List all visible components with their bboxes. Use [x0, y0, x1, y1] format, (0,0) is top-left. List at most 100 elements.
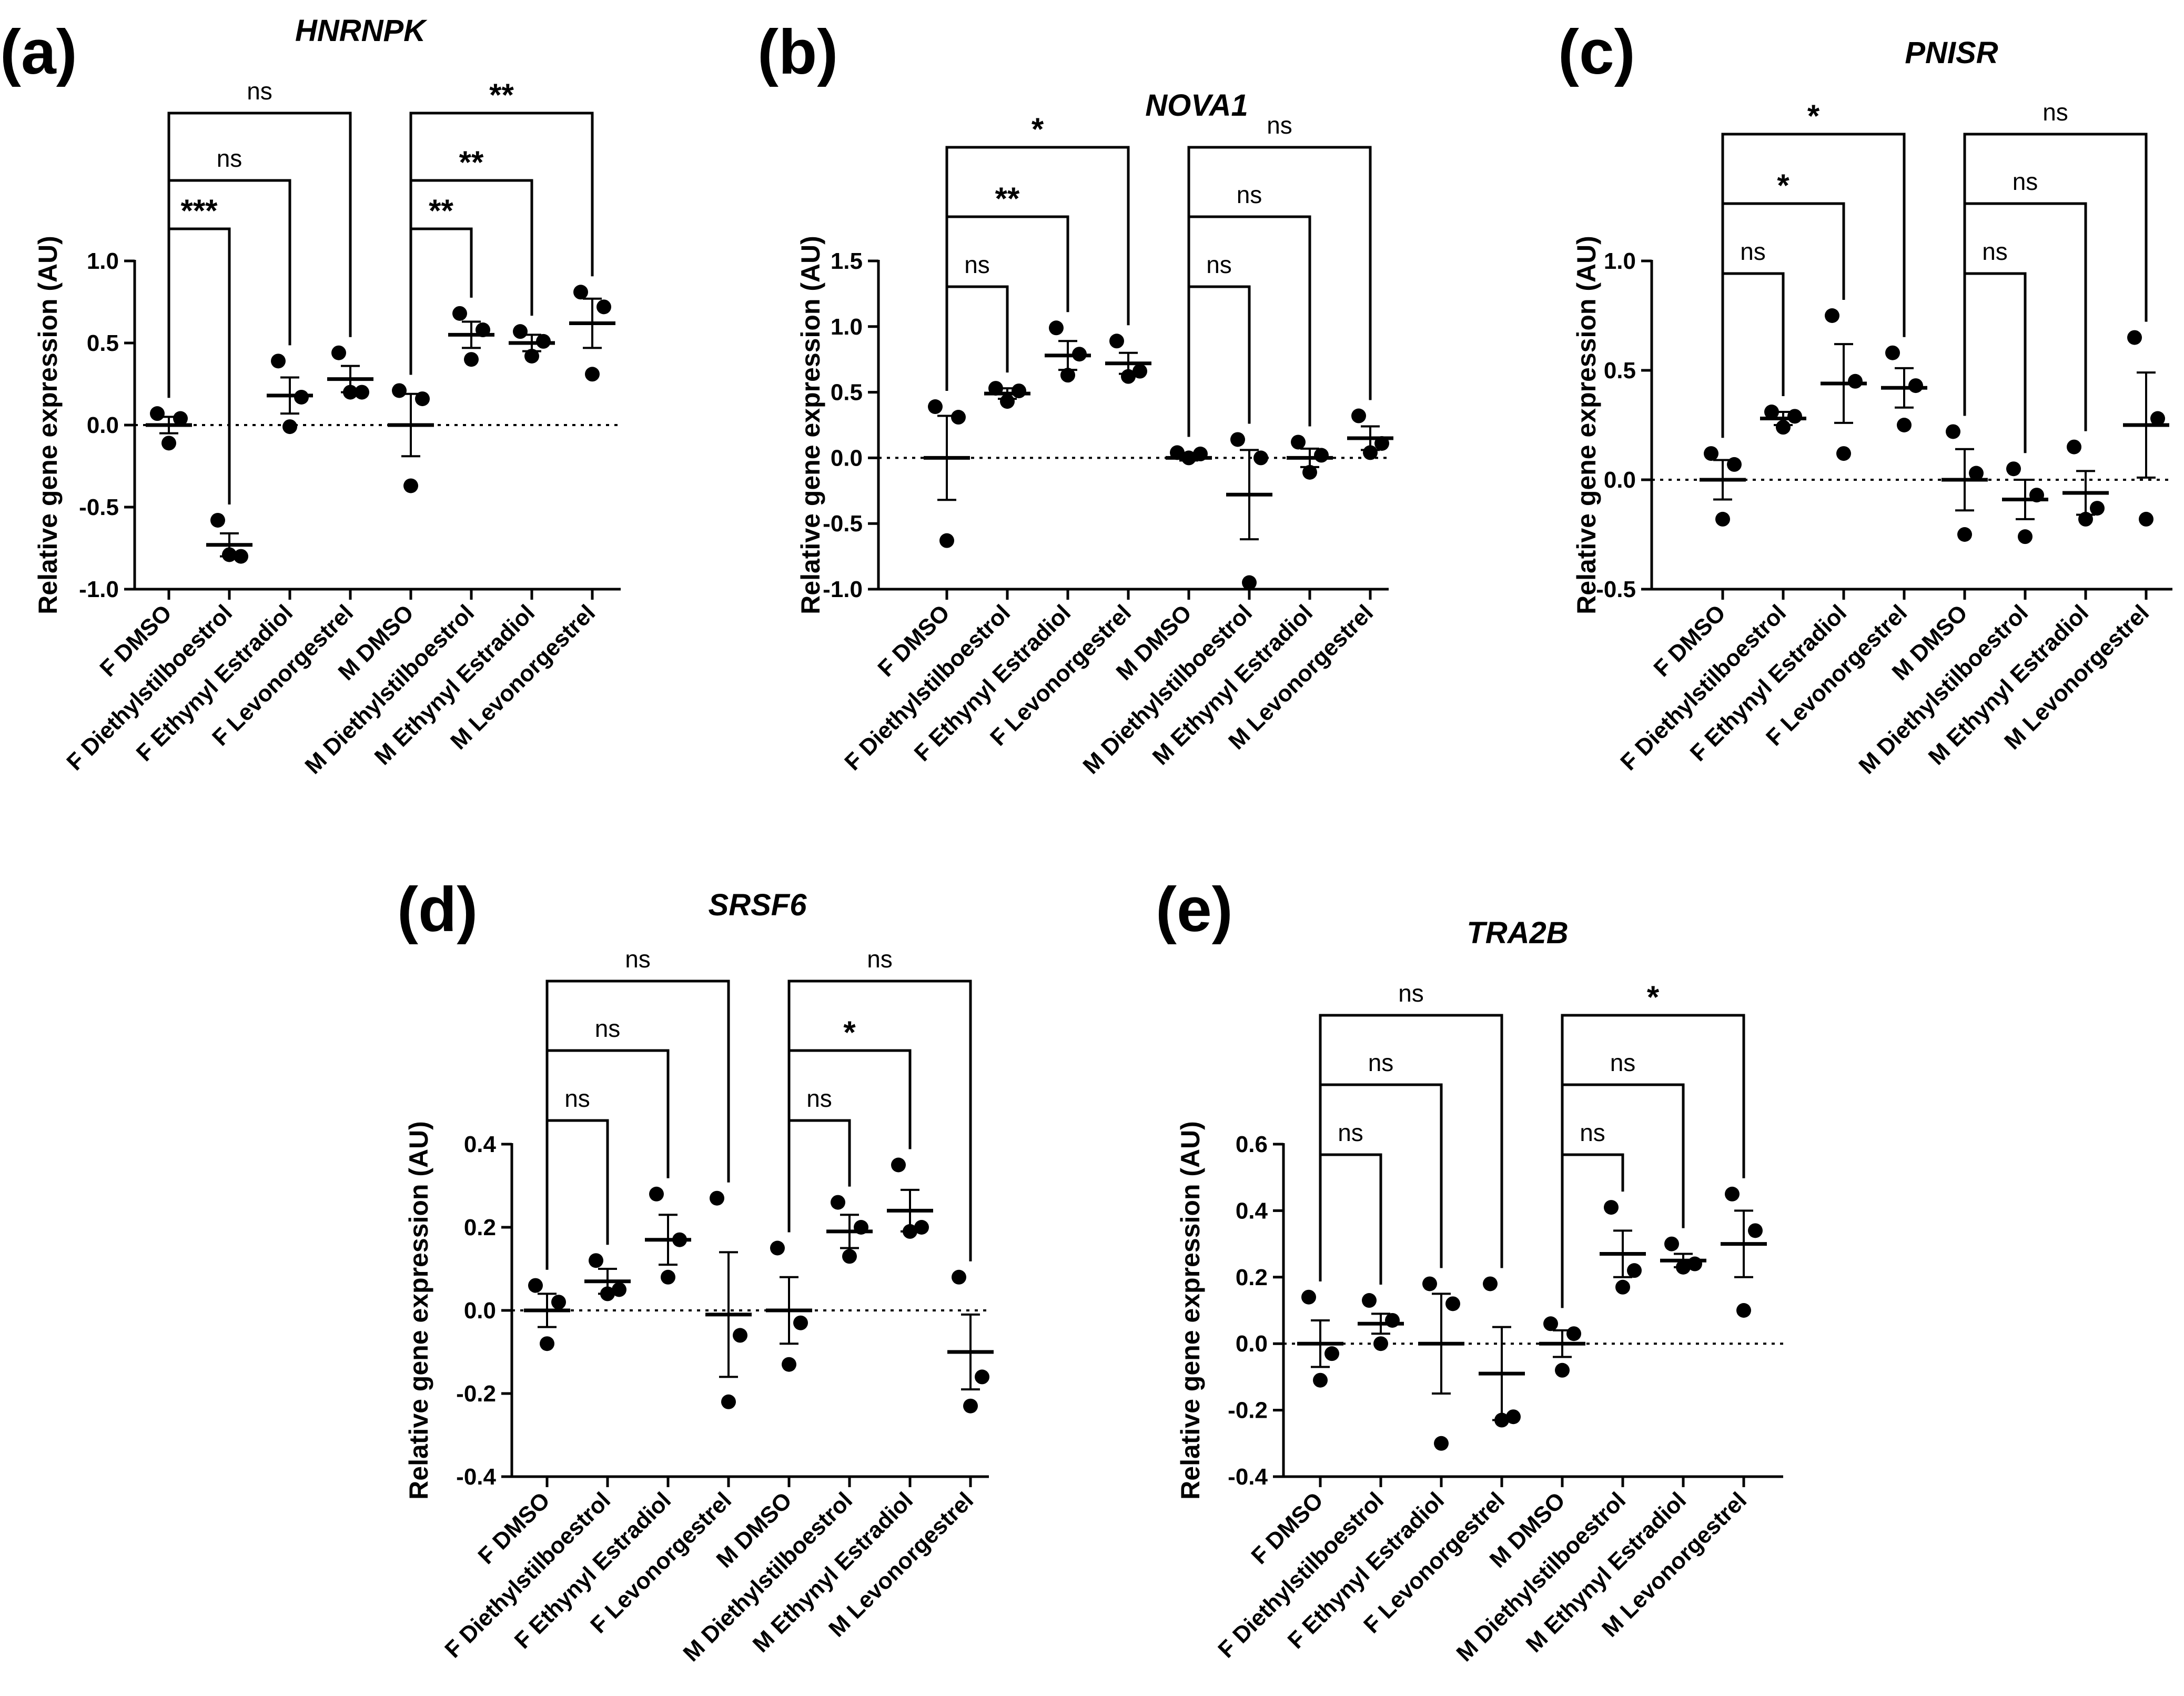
- significance-bracket: [1187, 146, 1372, 437]
- significance-bracket: [409, 227, 473, 375]
- y-axis-label: Relative gene expression (AU): [33, 236, 63, 614]
- data-point: [282, 419, 297, 435]
- data-point: [963, 1398, 978, 1414]
- y-axis-label: Relative gene expression (AU): [1572, 236, 1601, 614]
- data-point: [1362, 1293, 1377, 1308]
- data-point: [661, 1269, 675, 1285]
- y-tick-label: 0.5: [831, 380, 863, 406]
- y-axis-label: Relative gene expression (AU): [404, 1121, 433, 1500]
- significance-label: ns: [1580, 1119, 1605, 1146]
- data-point: [161, 436, 176, 451]
- data-point: [1181, 450, 1196, 466]
- data-point: [1170, 445, 1185, 460]
- y-tick-label: -0.5: [823, 511, 863, 537]
- data-point: [392, 383, 407, 398]
- panel-a: (a) HNRNPK Relative gene expression (AU) -1…: [0, 14, 621, 779]
- data-point: [1848, 373, 1863, 389]
- data-point: [952, 1269, 966, 1285]
- data-point: [1434, 1436, 1449, 1451]
- panel-letter: (e): [1156, 874, 1233, 945]
- significance-label: **: [459, 145, 484, 180]
- significance-bracket: [167, 112, 352, 398]
- data-point: [721, 1394, 736, 1409]
- data-point: [1422, 1276, 1437, 1291]
- data-point: [1836, 446, 1851, 461]
- data-point: [1566, 1326, 1581, 1341]
- y-tick-label: 0.0: [831, 445, 863, 471]
- significance-label: ns: [247, 77, 272, 105]
- data-point: [1483, 1276, 1498, 1291]
- significance-bracket: [545, 1119, 609, 1270]
- panel-d: (d) SRSF6 Relative gene expression (AU) -0.…: [397, 874, 994, 1667]
- data-point: [2006, 461, 2021, 477]
- data-point: [854, 1220, 868, 1235]
- data-point: [1946, 424, 1960, 439]
- data-point: [672, 1232, 687, 1247]
- data-point: [1543, 1316, 1558, 1331]
- significance-label: ns: [867, 945, 893, 973]
- data-point: [210, 512, 225, 528]
- data-point: [1615, 1279, 1630, 1295]
- significance-bracket: [545, 980, 730, 1270]
- data-point: [975, 1369, 989, 1385]
- panel-letter: (c): [1558, 17, 1635, 87]
- data-point: [452, 306, 467, 321]
- data-point: [1363, 445, 1378, 460]
- data-point: [1969, 466, 1984, 481]
- data-point: [1736, 1303, 1751, 1318]
- data-point: [589, 1253, 603, 1268]
- significance-bracket: [1963, 133, 2148, 416]
- y-tick-label: 1.5: [831, 248, 863, 274]
- y-axis-label: Relative gene expression (AU): [1176, 1121, 1205, 1500]
- data-point: [770, 1240, 785, 1256]
- panel-b: (b) NOVA1 Relative gene expression (AU)-1.…: [757, 17, 1393, 779]
- data-point: [1121, 369, 1136, 384]
- data-point: [1748, 1223, 1763, 1238]
- y-tick-label: -0.4: [1228, 1464, 1268, 1490]
- panel-title: PNISR: [1905, 36, 1998, 70]
- data-point: [782, 1357, 796, 1372]
- data-point: [1445, 1296, 1460, 1311]
- y-tick-label: 1.0: [831, 314, 863, 340]
- significance-label: ns: [2013, 168, 2038, 195]
- significance-label: ns: [964, 251, 990, 278]
- data-point: [1897, 418, 1912, 432]
- significance-label: *: [1807, 98, 1820, 134]
- panel-c: (c) PNISR Relative gene expression (AU)-0.…: [1558, 17, 2172, 779]
- significance-bracket: [945, 285, 1009, 391]
- significance-label: ns: [217, 145, 242, 172]
- data-point: [710, 1190, 724, 1206]
- data-point: [939, 533, 954, 548]
- data-point: [536, 334, 551, 349]
- data-point: [271, 354, 286, 369]
- data-point: [1374, 436, 1389, 451]
- significance-label: ns: [1740, 238, 1766, 265]
- data-point: [1060, 368, 1075, 383]
- significance-bracket: [787, 980, 972, 1261]
- panel-e: (e) TRA2B Relative gene expression (AU) -0.…: [1156, 874, 1783, 1667]
- data-point: [649, 1186, 664, 1202]
- data-point: [1704, 446, 1718, 461]
- data-point: [1627, 1263, 1642, 1278]
- data-point: [234, 549, 248, 564]
- data-point: [2139, 511, 2153, 527]
- significance-label: ns: [1610, 1049, 1636, 1076]
- significance-label: **: [429, 193, 453, 228]
- y-tick-label: 0.0: [1604, 467, 1636, 493]
- data-point: [1253, 450, 1268, 466]
- y-tick-label: 0.4: [1236, 1198, 1268, 1224]
- significance-label: ns: [1267, 112, 1292, 139]
- data-point: [951, 410, 966, 425]
- data-point: [831, 1195, 845, 1210]
- data-point: [1012, 383, 1026, 399]
- data-point: [585, 367, 600, 382]
- data-point: [2078, 511, 2093, 527]
- data-point: [1373, 1336, 1388, 1351]
- data-point: [1242, 575, 1257, 590]
- significance-bracket: [167, 227, 231, 504]
- data-point: [1109, 334, 1124, 349]
- data-point: [2018, 529, 2033, 544]
- data-point: [528, 1278, 543, 1293]
- data-point: [524, 348, 539, 364]
- y-tick-label: 1.0: [87, 248, 119, 274]
